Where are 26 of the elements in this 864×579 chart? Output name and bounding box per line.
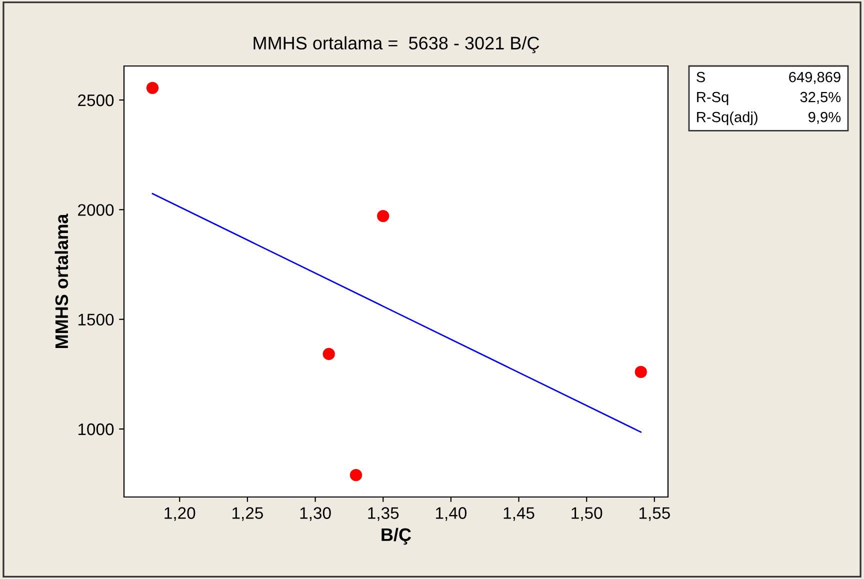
y-tick-label: 2000 <box>78 204 114 216</box>
y-tick-label: 1500 <box>78 314 114 326</box>
y-tick-label: 2500 <box>78 94 114 106</box>
chart-title: MMHS ortalama = 5638 - 3021 B/Ç <box>254 36 540 54</box>
x-tick-label: 1,55 <box>639 507 670 521</box>
text: 32,5% <box>800 92 841 104</box>
point <box>377 210 390 222</box>
text: 649,869 <box>789 72 840 84</box>
y-tick-label: 1000 <box>78 423 114 436</box>
text: R-Sq <box>697 92 728 106</box>
text: R-Sq(adj) <box>697 112 758 126</box>
x-tick-label: 1,45 <box>504 507 534 521</box>
x-tick-label: 1,20 <box>164 507 196 521</box>
point <box>634 366 647 378</box>
text: 9,9% <box>808 112 841 124</box>
point <box>146 82 159 94</box>
point <box>350 468 362 482</box>
point <box>322 348 335 360</box>
y-axis-title: MMHS ortalama <box>54 214 68 348</box>
x-tick-label: 1,30 <box>300 507 331 521</box>
x-tick-label: 1,25 <box>232 507 263 521</box>
x-tick-label: 1,35 <box>368 507 399 521</box>
x-tick-label: 1,50 <box>572 507 602 521</box>
x-axis-title: B/Ç <box>382 528 412 545</box>
x-tick-label: 1,40 <box>436 507 467 521</box>
text: S <box>696 72 705 82</box>
